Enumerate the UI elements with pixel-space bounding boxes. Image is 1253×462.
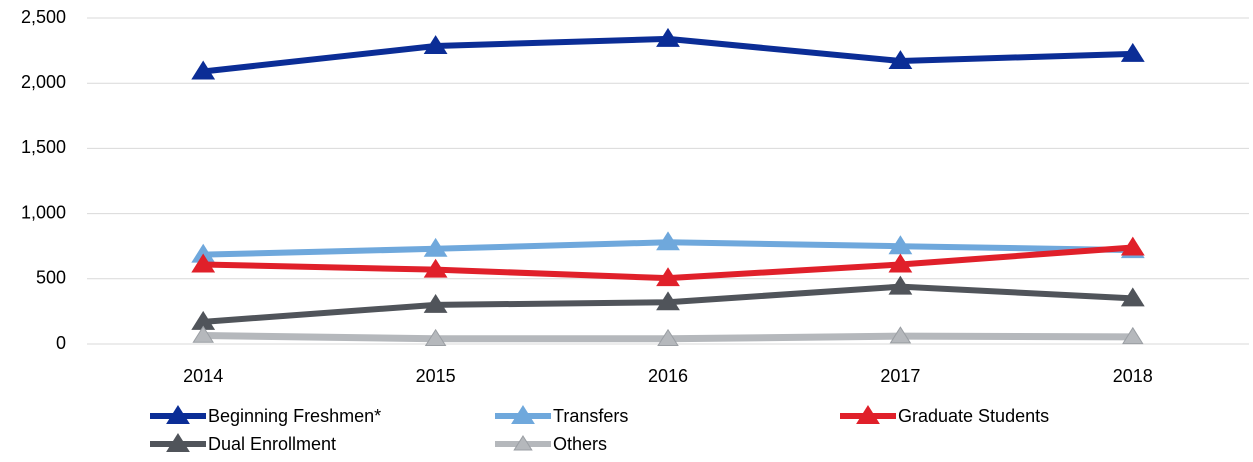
series-marker — [1120, 42, 1145, 62]
legend-label: Graduate Students — [898, 406, 1049, 426]
legend-label: Others — [553, 434, 607, 454]
series-marker — [423, 293, 448, 313]
series-marker — [656, 231, 680, 251]
legend-label: Transfers — [553, 406, 628, 426]
legend-label: Dual Enrollment — [208, 434, 336, 454]
x-tick-label: 2015 — [416, 366, 456, 386]
legend-marker — [511, 405, 535, 424]
y-tick-label: 1,000 — [21, 202, 66, 222]
series-marker — [191, 60, 216, 80]
series-marker — [423, 35, 448, 55]
y-tick-label: 1,500 — [21, 137, 66, 157]
x-tick-label: 2018 — [1113, 366, 1153, 386]
x-tick-label: 2014 — [183, 366, 223, 386]
series-marker — [1121, 326, 1144, 345]
y-tick-label: 2,500 — [21, 7, 66, 27]
legend-marker — [166, 405, 190, 424]
series-marker — [888, 253, 913, 273]
x-tick-label: 2016 — [648, 366, 688, 386]
legend-marker — [856, 405, 880, 424]
series-marker — [423, 258, 448, 278]
series-marker — [424, 328, 447, 347]
series-marker — [657, 328, 679, 347]
series-marker — [1120, 287, 1145, 307]
legend-marker — [166, 433, 190, 452]
legend-label: Beginning Freshmen* — [208, 406, 381, 426]
series-marker — [191, 253, 216, 273]
legend-marker — [513, 435, 533, 451]
series-marker — [656, 27, 680, 47]
series-marker — [889, 326, 912, 344]
y-tick-label: 2,000 — [21, 72, 66, 92]
series-marker — [888, 275, 913, 295]
series-marker — [192, 325, 215, 343]
y-tick-label: 500 — [36, 268, 66, 288]
series-marker — [656, 267, 680, 287]
x-tick-label: 2017 — [880, 366, 920, 386]
series-marker — [888, 50, 913, 70]
y-tick-label: 0 — [56, 333, 66, 353]
series-marker — [1120, 236, 1145, 256]
series-marker — [423, 237, 448, 257]
series-marker — [656, 291, 680, 311]
